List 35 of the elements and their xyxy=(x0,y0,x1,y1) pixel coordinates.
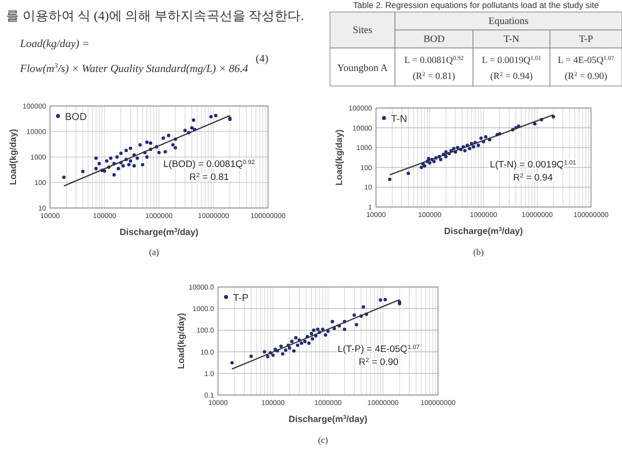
legend-label: T-P xyxy=(233,293,249,304)
annotation: L(T-N) = 0.0019Q$^{1.01}$ xyxy=(490,158,577,170)
text: L = 0.0081Q$^{0.92}$ xyxy=(404,55,464,66)
text: L = 0.0019Q$^{1.01}$ xyxy=(482,55,542,66)
text: (R$^{2}$ = 0.90) xyxy=(564,71,608,82)
text: Sites xyxy=(352,24,372,36)
y-axis-title: Load(kg/day) xyxy=(334,129,344,186)
text: T-N xyxy=(504,34,520,45)
text: 를 이용하여 식 (4)에 의해 부하지속곡선을 작성한다. xyxy=(6,8,304,23)
text: (R$^{2}$ = 0.81) xyxy=(412,71,456,82)
text: (4) xyxy=(256,53,269,65)
x-axis-title: Discharge(m$^{3}$/day) xyxy=(120,227,198,237)
text: T-P xyxy=(578,34,594,45)
legend-label: T-N xyxy=(391,114,408,125)
annotation: R$^{2}$ = 0.94 xyxy=(513,172,553,184)
x-axis-title: Discharge(m$^{3}$/day) xyxy=(288,414,368,424)
text: Youngbon A xyxy=(337,63,388,74)
y-axis-title: Load(kg/day) xyxy=(8,128,18,186)
text: Load(kg/day) = xyxy=(19,38,90,50)
text: L = 4E-05Q$^{1.07}$ xyxy=(558,55,614,66)
text: Flow(m$^{3}$/s) × Water Quality Standard(mg/L) × 86.4 xyxy=(19,62,249,75)
y-axis-title: Load(kg/day) xyxy=(176,312,186,370)
text: (R$^{2}$ = 0.94) xyxy=(490,71,533,82)
text: BOD xyxy=(423,34,445,45)
text: (a) xyxy=(149,247,159,257)
text: Table 2. Regression equations for pollutants load at the study site xyxy=(353,0,600,10)
legend-label: BOD xyxy=(65,112,87,123)
text: (c) xyxy=(318,435,328,445)
annotation: R$^{2}$ = 0.90 xyxy=(358,356,398,368)
annotation: L(BOD) = 0.0081Q$^{0.92}$ xyxy=(163,158,256,170)
text: (b) xyxy=(473,247,484,257)
x-axis-title: Discharge(m$^{3}$/day) xyxy=(444,226,523,236)
annotation: R$^{2}$ = 0.81 xyxy=(189,172,229,184)
annotation: L(T-P) = 4E-05Q$^{1.07}$ xyxy=(338,343,420,355)
text: Equations xyxy=(488,16,529,27)
